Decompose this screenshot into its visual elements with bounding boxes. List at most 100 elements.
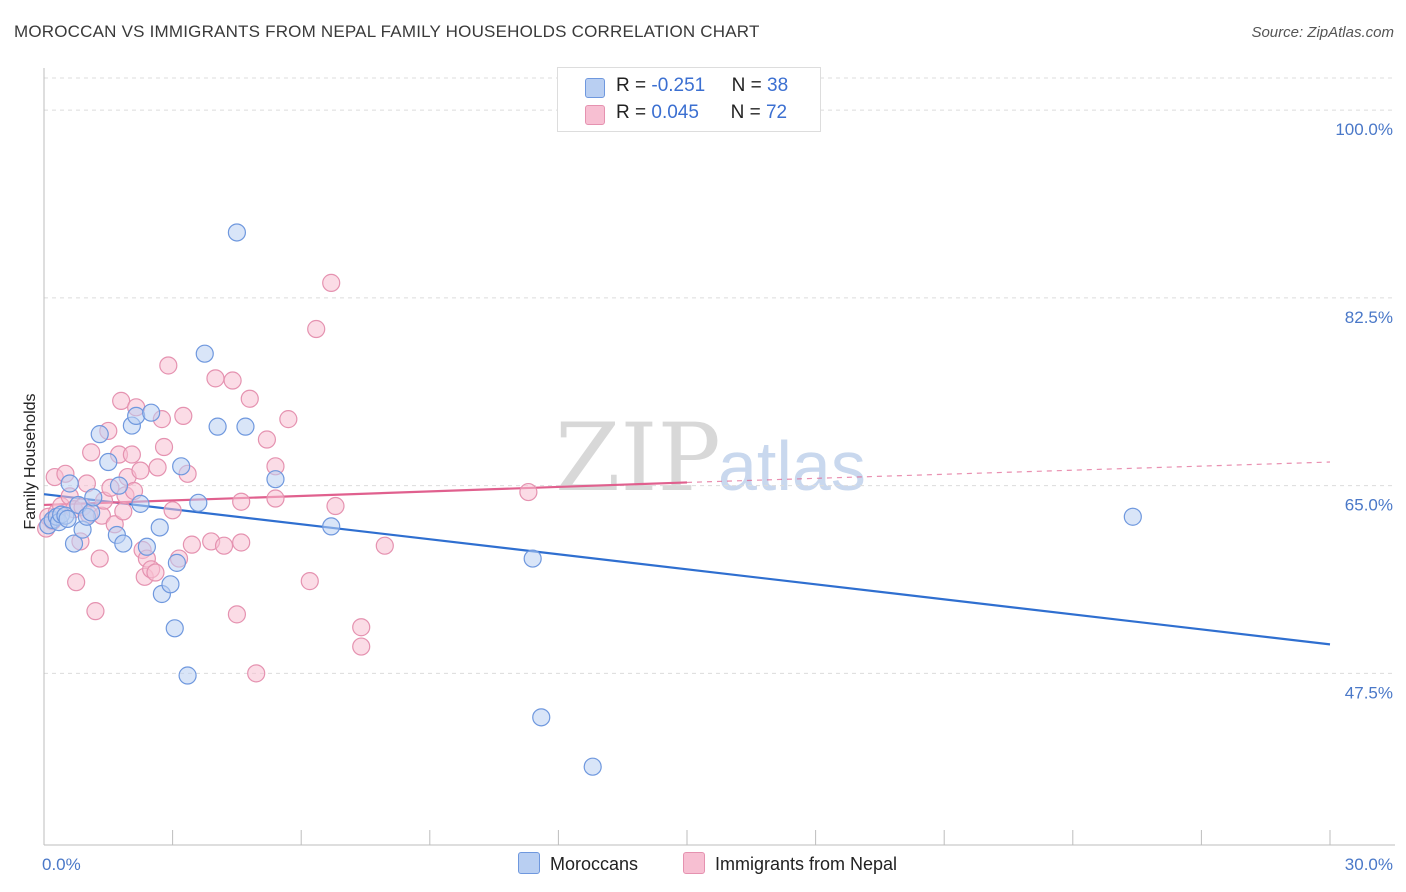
nepal-point — [326, 496, 345, 516]
nepal-point — [67, 573, 86, 592]
moroccans-point — [109, 476, 129, 495]
nepal-point — [112, 391, 131, 410]
bottom-legend-nepal: Immigrants from Nepal — [683, 852, 897, 875]
moroccans-point — [60, 474, 79, 493]
bottom-legend-label: Immigrants from Nepal — [715, 854, 898, 874]
moroccans-point — [127, 406, 146, 426]
nepal-point — [375, 536, 394, 555]
nepal-point — [182, 535, 201, 554]
legend-r-value: 0.045 — [651, 102, 699, 123]
x-tick-label: 30.0% — [1345, 855, 1393, 874]
chart-title: MOROCCAN VS IMMIGRANTS FROM NEPAL FAMILY… — [14, 22, 760, 41]
nepal-point — [279, 410, 298, 429]
nepal-point — [159, 356, 178, 375]
nepal-point — [90, 549, 109, 568]
moroccans-point — [99, 452, 118, 472]
legend-n-value: 72 — [765, 102, 788, 123]
nepal-point — [307, 319, 326, 339]
moroccans-point — [165, 619, 184, 638]
bottom-legend-label: Moroccans — [550, 854, 639, 874]
moroccans-point — [266, 470, 285, 489]
moroccans-point — [90, 425, 109, 444]
nepal-point — [352, 618, 371, 637]
nepal-point — [247, 664, 266, 683]
moroccans-point — [523, 549, 542, 568]
moroccans-point — [82, 503, 101, 522]
moroccans-point — [322, 517, 341, 536]
moroccans-point — [167, 553, 186, 572]
moroccans-point — [64, 534, 84, 553]
y-tick-label: 82.5% — [1345, 308, 1393, 327]
nepal-point — [266, 489, 285, 508]
bottom-legend-swatch-pink — [683, 852, 705, 874]
data-points — [37, 223, 1142, 776]
moroccans-point — [131, 494, 150, 513]
nepal-point — [519, 482, 538, 502]
nepal-trend-line — [43, 481, 688, 507]
moroccans-point — [236, 417, 255, 436]
moroccans-point — [178, 666, 197, 685]
watermark-atlas: atlas — [718, 427, 866, 505]
moroccans-point — [142, 403, 161, 422]
nepal-point — [214, 536, 234, 555]
nepal-point — [174, 406, 193, 426]
moroccans-point — [583, 757, 602, 776]
nepal-point — [154, 437, 174, 457]
legend-r-value: -0.251 — [651, 75, 706, 96]
moroccans-point — [150, 518, 169, 537]
legend-r-label: R = — [616, 75, 652, 96]
axis-labels: 100.0% 82.5% 65.0% 47.5% 0.0% 30.0% Family Hou… — [22, 120, 1393, 874]
moroccans-trend-line — [43, 493, 1331, 646]
nepal-point — [163, 501, 182, 520]
moroccans-point — [195, 344, 214, 363]
nepal-point — [352, 637, 371, 656]
nepal-point — [122, 445, 141, 464]
moroccans-point — [114, 534, 133, 553]
source-credit: Source: ZipAtlas.com — [1251, 24, 1394, 41]
nepal-point — [300, 572, 319, 591]
moroccans-point — [208, 417, 227, 436]
correlation-legend: R = -0.251 N = 38 R = 0.045 N = 72 — [557, 67, 821, 132]
nepal-point — [131, 461, 150, 480]
nepal-point — [322, 273, 341, 292]
nepal-trend-extension — [686, 461, 1331, 484]
moroccans-point — [172, 457, 191, 476]
legend-swatch-blue — [585, 78, 605, 98]
moroccans-point — [58, 509, 77, 528]
moroccans-point — [189, 493, 208, 512]
legend-r-label: R = — [616, 102, 652, 123]
nepal-point — [257, 430, 277, 449]
moroccans-point — [161, 575, 180, 594]
bottom-legend-swatch-blue — [518, 852, 540, 874]
moroccans-point — [227, 223, 246, 242]
nepal-point — [232, 533, 251, 552]
nepal-point — [86, 602, 105, 621]
y-tick-label: 100.0% — [1335, 120, 1393, 139]
nepal-point — [82, 443, 101, 462]
x-tick-label: 0.0% — [42, 855, 81, 874]
bottom-legend-moroccans: Moroccans — [518, 852, 638, 875]
watermark-zip: ZIP — [555, 404, 721, 513]
moroccans-point — [84, 488, 103, 507]
trend-lines — [43, 461, 1331, 646]
axes — [43, 68, 1395, 846]
nepal-point — [146, 563, 165, 582]
y-tick-label: 47.5% — [1345, 683, 1393, 702]
y-axis-title: Family Households — [22, 393, 39, 529]
nepal-point — [148, 458, 167, 477]
nepal-point — [206, 369, 225, 388]
nepal-point — [114, 502, 133, 521]
moroccans-point — [1123, 507, 1142, 526]
y-tick-label: 65.0% — [1345, 496, 1393, 515]
nepal-point — [223, 371, 242, 390]
nepal-point — [240, 389, 259, 408]
nepal-point — [227, 605, 246, 624]
legend-swatch-pink — [585, 105, 605, 125]
moroccans-point — [137, 537, 156, 556]
gridlines — [44, 77, 1395, 674]
nepal-point — [232, 492, 251, 511]
legend-n-label: N = — [730, 102, 766, 123]
legend-n-value: 38 — [767, 75, 789, 96]
moroccans-point — [532, 708, 551, 727]
